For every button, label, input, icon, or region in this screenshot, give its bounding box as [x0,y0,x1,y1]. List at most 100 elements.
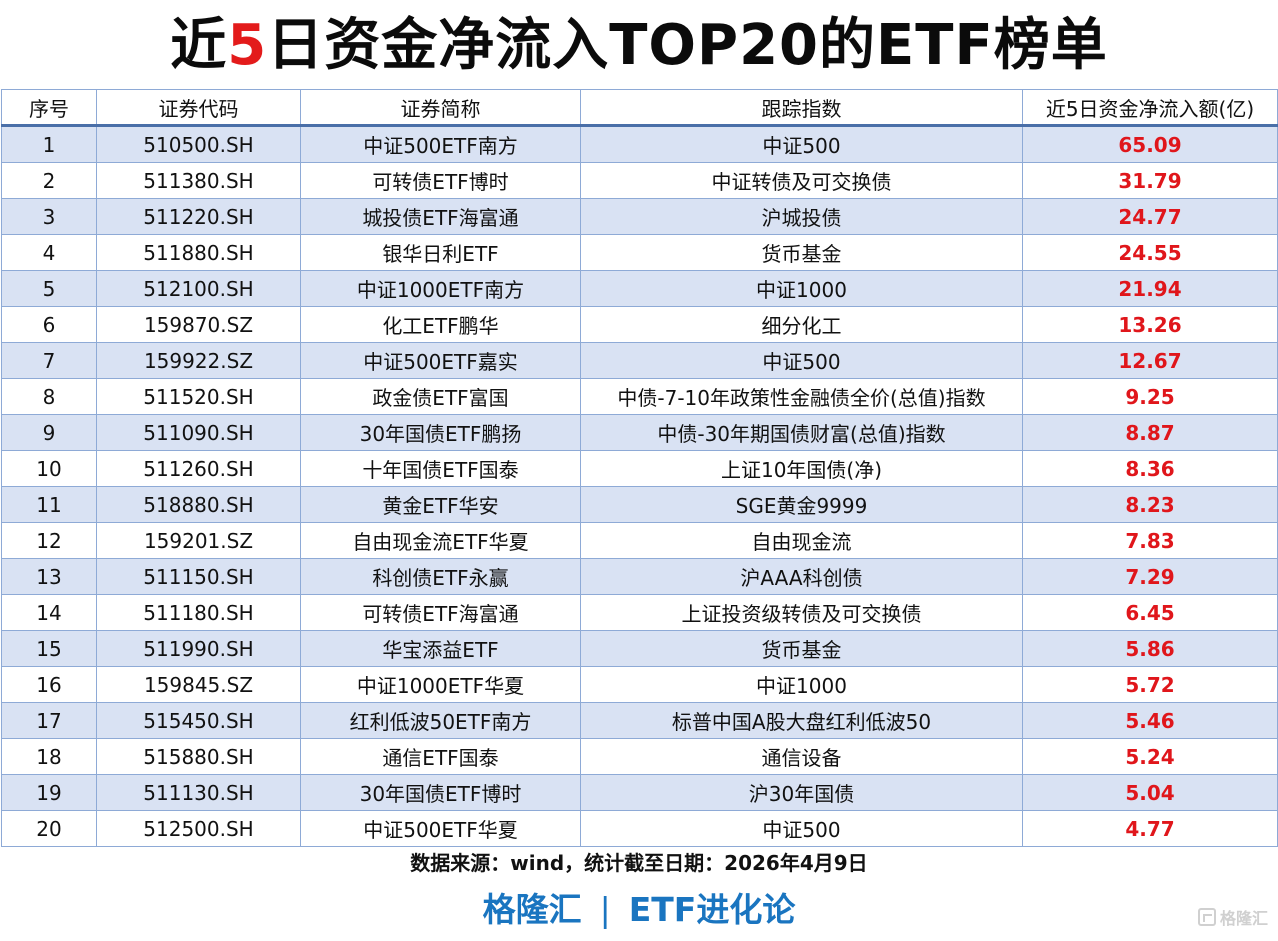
name-cell: 可转债ETF海富通 [300,594,581,631]
brand-column-name: ETF进化论 [628,890,796,929]
rank-cell: 5 [1,270,97,307]
rank-cell: 7 [1,342,97,379]
name-cell: 30年国债ETF博时 [300,774,581,811]
rank-cell: 15 [1,630,97,667]
name-cell: 黄金ETF华安 [300,486,581,523]
index-cell: SGE黄金9999 [580,486,1023,523]
code-cell: 511380.SH [96,162,301,199]
index-cell: 中证500 [580,342,1023,379]
table-row: 13 511150.SH 科创债ETF永赢 沪AAA科创债 7.29 [1,558,1278,595]
index-cell: 沪30年国债 [580,774,1023,811]
index-cell: 中证转债及可交换债 [580,162,1023,199]
index-cell: 标普中国A股大盘红利低波50 [580,702,1023,739]
rank-cell: 6 [1,306,97,343]
header-flow: 近5日资金净流入额(亿) [1022,89,1278,127]
index-cell: 中证500 [580,810,1023,847]
index-cell: 上证10年国债(净) [580,450,1023,487]
name-cell: 城投债ETF海富通 [300,198,581,235]
name-cell: 银华日利ETF [300,234,581,271]
rank-cell: 19 [1,774,97,811]
code-cell: 515880.SH [96,738,301,775]
name-cell: 中证1000ETF南方 [300,270,581,307]
brand-name: 格隆汇 [482,890,582,929]
rank-cell: 13 [1,558,97,595]
code-cell: 512100.SH [96,270,301,307]
index-cell: 货币基金 [580,234,1023,271]
table-row: 6 159870.SZ 化工ETF鹏华 细分化工 13.26 [1,306,1278,343]
header-name: 证券简称 [300,89,581,127]
name-cell: 中证500ETF华夏 [300,810,581,847]
index-cell: 沪城投债 [580,198,1023,235]
code-cell: 159870.SZ [96,306,301,343]
code-cell: 511130.SH [96,774,301,811]
flow-cell: 5.86 [1022,630,1278,667]
rank-cell: 4 [1,234,97,271]
code-cell: 512500.SH [96,810,301,847]
flow-cell: 65.09 [1022,125,1278,163]
name-cell: 政金债ETF富国 [300,378,581,415]
rank-cell: 20 [1,810,97,847]
code-cell: 511880.SH [96,234,301,271]
name-cell: 红利低波50ETF南方 [300,702,581,739]
table-row: 4 511880.SH 银华日利ETF 货币基金 24.55 [1,234,1278,271]
rank-cell: 10 [1,450,97,487]
index-cell: 自由现金流 [580,522,1023,559]
rank-cell: 12 [1,522,97,559]
flow-cell: 12.67 [1022,342,1278,379]
flow-cell: 7.83 [1022,522,1278,559]
flow-cell: 7.29 [1022,558,1278,595]
code-cell: 511520.SH [96,378,301,415]
flow-cell: 8.87 [1022,414,1278,451]
name-cell: 通信ETF国泰 [300,738,581,775]
name-cell: 自由现金流ETF华夏 [300,522,581,559]
name-cell: 30年国债ETF鹏扬 [300,414,581,451]
brand-separator: | [599,890,611,929]
name-cell: 中证500ETF嘉实 [300,342,581,379]
flow-cell: 5.72 [1022,666,1278,703]
table-row: 15 511990.SH 华宝添益ETF 货币基金 5.86 [1,630,1278,667]
table-body: 1 510500.SH 中证500ETF南方 中证500 65.09 2 511380.SH… [1,125,1278,847]
code-cell: 511990.SH [96,630,301,667]
gelonghui-logo-icon [1197,908,1216,926]
table-row: 19 511130.SH 30年国债ETF博时 沪30年国债 5.04 [1,774,1278,811]
name-cell: 华宝添益ETF [300,630,581,667]
flow-cell: 21.94 [1022,270,1278,307]
table-row: 8 511520.SH 政金债ETF富国 中债-7-10年政策性金融债全价(总值)指数… [1,378,1278,415]
table-row: 18 515880.SH 通信ETF国泰 通信设备 5.24 [1,738,1278,775]
flow-cell: 31.79 [1022,162,1278,199]
code-cell: 511260.SH [96,450,301,487]
table-row: 10 511260.SH 十年国债ETF国泰 上证10年国债(净) 8.36 [1,450,1278,487]
header-code: 证券代码 [96,89,301,127]
name-cell: 十年国债ETF国泰 [300,450,581,487]
name-cell: 可转债ETF博时 [300,162,581,199]
code-cell: 511180.SH [96,594,301,631]
table-row: 20 512500.SH 中证500ETF华夏 中证500 4.77 [1,810,1278,847]
name-cell: 化工ETF鹏华 [300,306,581,343]
flow-cell: 4.77 [1022,810,1278,847]
title-suffix: 日资金净流入TOP20的ETF榜单 [267,13,1108,78]
code-cell: 511090.SH [96,414,301,451]
table-row: 7 159922.SZ 中证500ETF嘉实 中证500 12.67 [1,342,1278,379]
flow-cell: 5.24 [1022,738,1278,775]
rank-cell: 11 [1,486,97,523]
index-cell: 中证500 [580,125,1023,163]
table-row: 3 511220.SH 城投债ETF海富通 沪城投债 24.77 [1,198,1278,235]
flow-cell: 6.45 [1022,594,1278,631]
rank-cell: 14 [1,594,97,631]
table-row: 1 510500.SH 中证500ETF南方 中证500 65.09 [1,125,1278,163]
code-cell: 515450.SH [96,702,301,739]
table-row: 11 518880.SH 黄金ETF华安 SGE黄金9999 8.23 [1,486,1278,523]
code-cell: 159845.SZ [96,666,301,703]
table-header-row: 序号 证券代码 证券简称 跟踪指数 近5日资金净流入额(亿) [1,89,1278,127]
index-cell: 中债-7-10年政策性金融债全价(总值)指数 [580,378,1023,415]
table-row: 9 511090.SH 30年国债ETF鹏扬 中债-30年期国债财富(总值)指数 8.8… [1,414,1278,451]
rank-cell: 17 [1,702,97,739]
flow-cell: 8.23 [1022,486,1278,523]
name-cell: 中证500ETF南方 [300,125,581,163]
flow-cell: 13.26 [1022,306,1278,343]
page-title: 近5日资金净流入TOP20的ETF榜单 [0,8,1278,84]
header-index: 跟踪指数 [580,89,1023,127]
index-cell: 沪AAA科创债 [580,558,1023,595]
code-cell: 518880.SH [96,486,301,523]
table-row: 2 511380.SH 可转债ETF博时 中证转债及可交换债 31.79 [1,162,1278,199]
